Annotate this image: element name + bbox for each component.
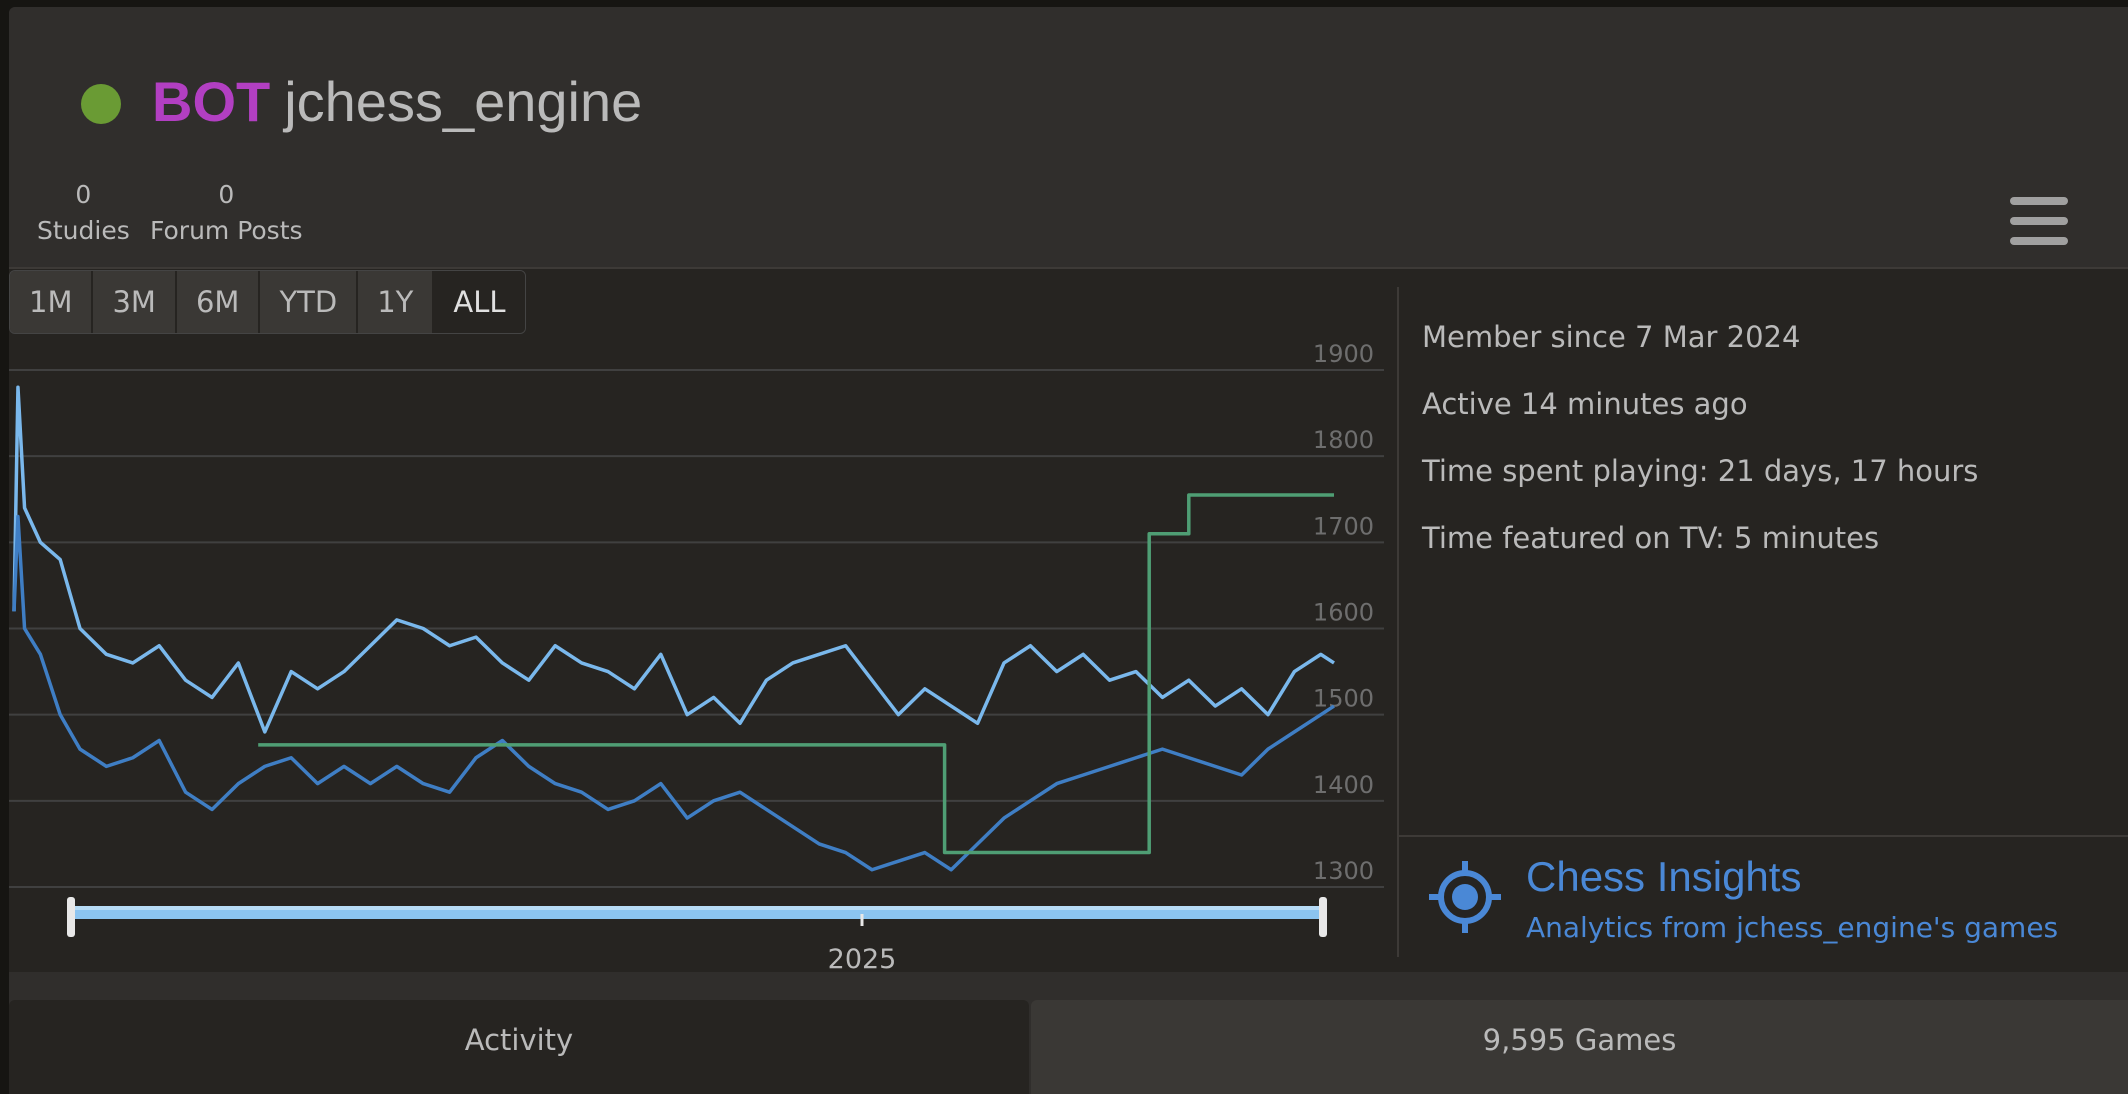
series-line-1 bbox=[12, 514, 1335, 872]
active-status: Active 14 minutes ago bbox=[1422, 387, 1748, 421]
profile-header: BOT jchess_engine 0 Studies 0 Forum Posts bbox=[9, 7, 2128, 269]
profile-info: Member since 7 Mar 2024 Active 14 minute… bbox=[1422, 307, 2112, 575]
y-tick-label: 1600 bbox=[1313, 599, 1374, 627]
insights-divider bbox=[1399, 835, 2128, 837]
range-button-ytd[interactable]: YTD bbox=[260, 271, 359, 333]
menu-bar bbox=[2010, 237, 2068, 245]
series-line-0 bbox=[12, 385, 1335, 734]
series-line-2 bbox=[258, 493, 1334, 855]
insights-link[interactable]: Chess Insights bbox=[1526, 853, 1802, 900]
y-tick-label: 1900 bbox=[1313, 340, 1374, 368]
online-status-icon bbox=[81, 84, 121, 124]
navigator-left-handle bbox=[67, 897, 75, 937]
navigator-highlight bbox=[71, 906, 1323, 910]
forum-posts-stat[interactable]: 0 Forum Posts bbox=[150, 177, 303, 249]
y-tick-label: 1400 bbox=[1313, 771, 1374, 799]
range-button-3m[interactable]: 3M bbox=[93, 271, 177, 333]
bot-tag: BOT bbox=[152, 70, 271, 133]
range-button-all[interactable]: ALL bbox=[434, 271, 525, 333]
forum-posts-count: 0 bbox=[218, 180, 235, 209]
y-tick-label: 1700 bbox=[1313, 512, 1374, 540]
tab-activity[interactable]: Activity bbox=[9, 1000, 1029, 1094]
member-since: Member since 7 Mar 2024 bbox=[1422, 320, 1801, 354]
studies-stat[interactable]: 0 Studies bbox=[37, 177, 130, 249]
profile-tabs: Activity 9,595 Games bbox=[9, 972, 2128, 1094]
forum-posts-label: Forum Posts bbox=[150, 216, 303, 245]
username: jchess_engine bbox=[284, 70, 643, 133]
side-divider bbox=[1397, 287, 1399, 957]
x-tick-label: 2025 bbox=[828, 944, 897, 975]
rating-chart: 1900 1800 1700 1600 1500 1400 1300 2025 bbox=[9, 340, 1384, 975]
menu-bar bbox=[2010, 217, 2068, 225]
range-button-1y[interactable]: 1Y bbox=[358, 271, 435, 333]
target-icon[interactable] bbox=[1427, 859, 1503, 935]
menu-bar bbox=[2010, 197, 2068, 205]
tab-games[interactable]: 9,595 Games bbox=[1031, 1000, 2128, 1094]
range-selector: 1M 3M 6M YTD 1Y ALL bbox=[9, 270, 526, 334]
insights-subtitle[interactable]: Analytics from jchess_engine's games bbox=[1526, 911, 2059, 944]
hamburger-icon[interactable] bbox=[2010, 197, 2068, 245]
y-tick-label: 1800 bbox=[1313, 426, 1374, 454]
studies-label: Studies bbox=[37, 216, 130, 245]
profile-page: BOT jchess_engine 0 Studies 0 Forum Posts… bbox=[9, 7, 2128, 1094]
range-button-1m[interactable]: 1M bbox=[10, 271, 94, 333]
studies-count: 0 bbox=[75, 180, 92, 209]
range-button-6m[interactable]: 6M bbox=[176, 271, 261, 333]
y-tick-label: 1300 bbox=[1313, 857, 1374, 885]
time-playing: Time spent playing: 21 days, 17 hours bbox=[1422, 454, 1979, 488]
time-tv: Time featured on TV: 5 minutes bbox=[1422, 521, 1880, 555]
y-tick-label: 1500 bbox=[1313, 685, 1374, 713]
page-title: BOT jchess_engine bbox=[152, 67, 642, 137]
navigator-right-handle bbox=[1319, 897, 1327, 937]
